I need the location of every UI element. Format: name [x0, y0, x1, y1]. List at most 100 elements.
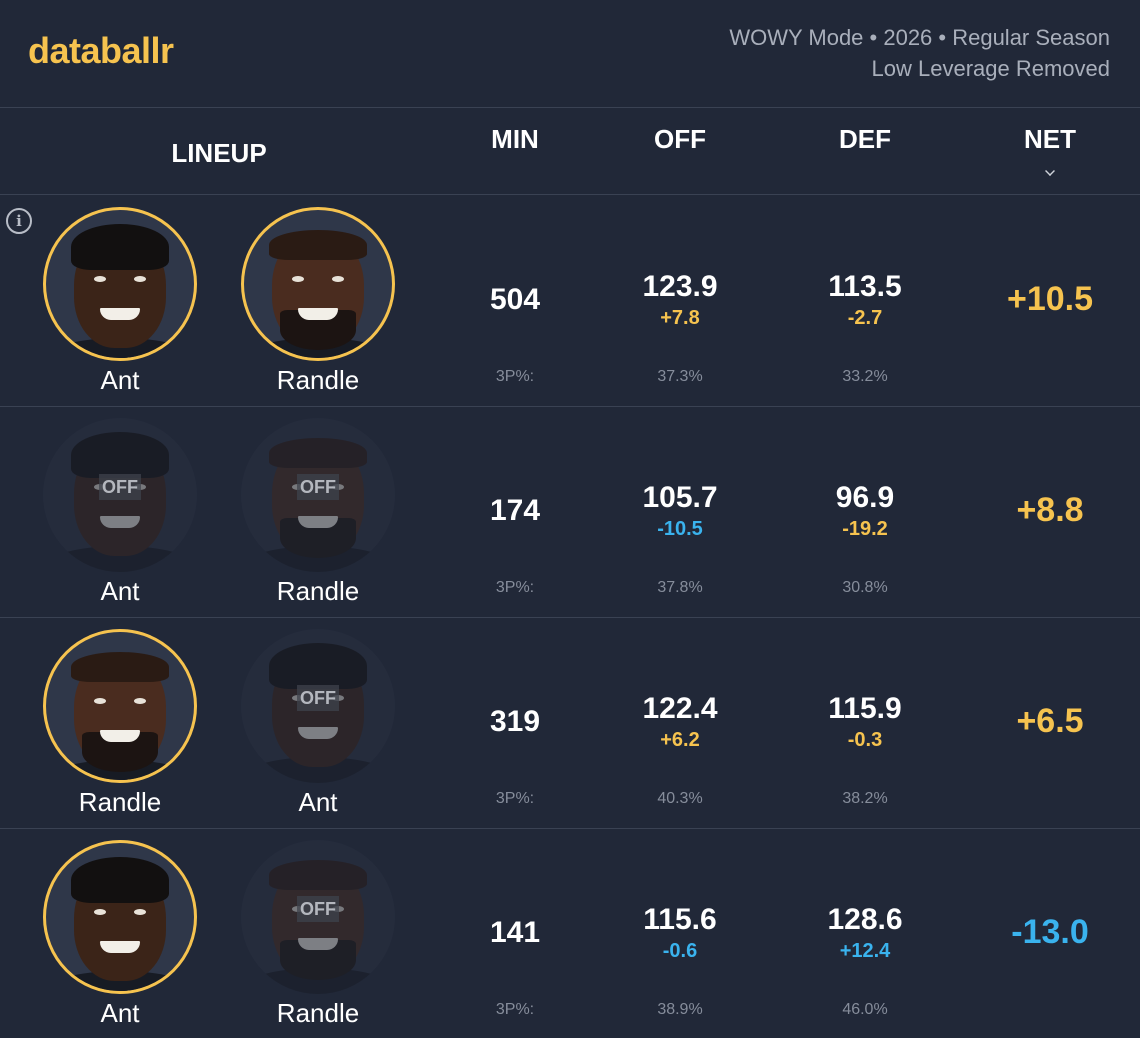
filter-summary-line-2: Low Leverage Removed [871, 56, 1110, 81]
lineup-row[interactable]: OFF Ant OFF Randle 174 3P%: 105.7 -10.5 37.8% 96.… [0, 407, 1140, 618]
def-delta: +12.4 [839, 940, 891, 962]
off-3p-value: 40.3% [657, 790, 703, 807]
off-3p-cell: 37.3% [590, 368, 770, 386]
brand-logo[interactable]: databallr [28, 30, 174, 71]
column-off[interactable]: OFF [654, 124, 706, 154]
off-cell: 105.7 -10.5 [590, 480, 770, 542]
player-0[interactable]: Randle [40, 629, 200, 819]
player-name: Ant [100, 998, 140, 1028]
column-lineup: LINEUP [171, 138, 267, 168]
off-badge: OFF [297, 896, 339, 922]
player-name: Randle [276, 576, 360, 606]
off-3p-value: 37.8% [657, 579, 703, 596]
off-badge: OFF [297, 474, 339, 500]
net-rating: -13.0 [1011, 913, 1089, 951]
column-def[interactable]: DEF [839, 124, 891, 154]
minutes-value: 319 [489, 705, 541, 738]
off-badge: OFF [99, 474, 141, 500]
def-3p-cell: 38.2% [775, 790, 955, 808]
def-rating: 113.5 [828, 270, 902, 303]
player-1[interactable]: OFF Randle [238, 840, 398, 1030]
player-name: Ant [100, 576, 140, 606]
off-delta: -10.5 [657, 518, 703, 540]
min-cell: 141 [425, 915, 605, 951]
player-avatar [43, 629, 197, 783]
def-delta: -0.3 [847, 729, 883, 751]
player-avatar: OFF [43, 418, 197, 572]
player-avatar [43, 207, 197, 361]
three-pt-label: 3P%: [425, 790, 605, 808]
lineup-row[interactable]: i Ant Randle 504 3P%: 123.9 +7.8 37.3% 113.5 -2.7… [0, 196, 1140, 407]
off-badge: OFF [297, 685, 339, 711]
off-delta: +7.8 [660, 307, 700, 329]
off-rating: 105.7 [642, 481, 718, 514]
def-3p-value: 30.8% [842, 579, 888, 596]
minutes-value: 504 [489, 283, 541, 316]
player-avatar: OFF [241, 629, 395, 783]
net-cell: +8.8 [960, 491, 1140, 530]
off-3p-cell: 40.3% [590, 790, 770, 808]
player-0[interactable]: Ant [40, 207, 200, 397]
min-cell: 319 [425, 704, 605, 740]
info-icon[interactable]: i [6, 208, 32, 234]
def-delta: -2.7 [847, 307, 883, 329]
min-cell: 504 [425, 282, 605, 318]
player-name: Randle [276, 365, 360, 395]
three-pt-label-text: 3P%: [495, 1001, 535, 1018]
minutes-value: 141 [489, 916, 541, 949]
three-pt-label-text: 3P%: [495, 368, 535, 385]
off-3p-value: 38.9% [657, 1001, 703, 1018]
def-3p-value: 38.2% [842, 790, 888, 807]
player-0[interactable]: OFF Ant [40, 418, 200, 608]
three-pt-label-text: 3P%: [495, 790, 535, 807]
off-rating: 123.9 [642, 270, 718, 303]
def-cell: 128.6 +12.4 [775, 902, 955, 964]
def-rating: 128.6 [827, 903, 903, 936]
def-delta: -19.2 [842, 518, 888, 540]
net-cell: +10.5 [960, 280, 1140, 319]
player-1[interactable]: OFF Ant [238, 629, 398, 819]
off-delta: +6.2 [660, 729, 700, 751]
three-pt-label-text: 3P%: [495, 579, 535, 596]
off-3p-cell: 37.8% [590, 579, 770, 597]
net-cell: +6.5 [960, 702, 1140, 741]
off-delta: -0.6 [662, 940, 698, 962]
column-min[interactable]: MIN [491, 124, 539, 154]
min-cell: 174 [425, 493, 605, 529]
net-cell: -13.0 [960, 913, 1140, 952]
minutes-value: 174 [489, 494, 541, 527]
off-3p-value: 37.3% [657, 368, 703, 385]
three-pt-label: 3P%: [425, 579, 605, 597]
filter-summary-line-1: WOWY Mode • 2026 • Regular Season [729, 25, 1110, 50]
player-avatar: OFF [241, 840, 395, 994]
player-1[interactable]: OFF Randle [238, 418, 398, 608]
def-rating: 115.9 [828, 692, 902, 725]
def-cell: 113.5 -2.7 [775, 269, 955, 331]
sort-chevron-down-icon[interactable] [1045, 166, 1055, 176]
net-rating: +10.5 [1006, 280, 1094, 318]
def-3p-value: 46.0% [842, 1001, 888, 1018]
player-1[interactable]: Randle [238, 207, 398, 397]
off-cell: 122.4 +6.2 [590, 691, 770, 753]
off-rating: 115.6 [643, 903, 717, 936]
player-name: Randle [276, 998, 360, 1028]
column-net[interactable]: NET [1024, 124, 1076, 154]
def-3p-cell: 33.2% [775, 368, 955, 386]
lineup-row[interactable]: Ant OFF Randle 141 3P%: 115.6 -0.6 38.9% 128.6 +1… [0, 829, 1140, 1038]
def-cell: 96.9 -19.2 [775, 480, 955, 542]
def-3p-cell: 46.0% [775, 1001, 955, 1019]
lineup-row[interactable]: Randle OFF Ant 319 3P%: 122.4 +6.2 40.3% 115.9 -0… [0, 618, 1140, 829]
def-rating: 96.9 [835, 481, 895, 514]
player-0[interactable]: Ant [40, 840, 200, 1030]
net-rating: +8.8 [1016, 491, 1084, 529]
three-pt-label: 3P%: [425, 368, 605, 386]
off-rating: 122.4 [642, 692, 718, 725]
off-cell: 123.9 +7.8 [590, 269, 770, 331]
three-pt-label: 3P%: [425, 1001, 605, 1019]
def-cell: 115.9 -0.3 [775, 691, 955, 753]
header: databallr WOWY Mode • 2026 • Regular Sea… [0, 0, 1140, 108]
def-3p-value: 33.2% [842, 368, 888, 385]
filter-summary: WOWY Mode • 2026 • Regular Season Low Le… [729, 22, 1110, 84]
player-avatar [241, 207, 395, 361]
column-header-row: LINEUP MIN OFF DEF NET [0, 108, 1140, 195]
